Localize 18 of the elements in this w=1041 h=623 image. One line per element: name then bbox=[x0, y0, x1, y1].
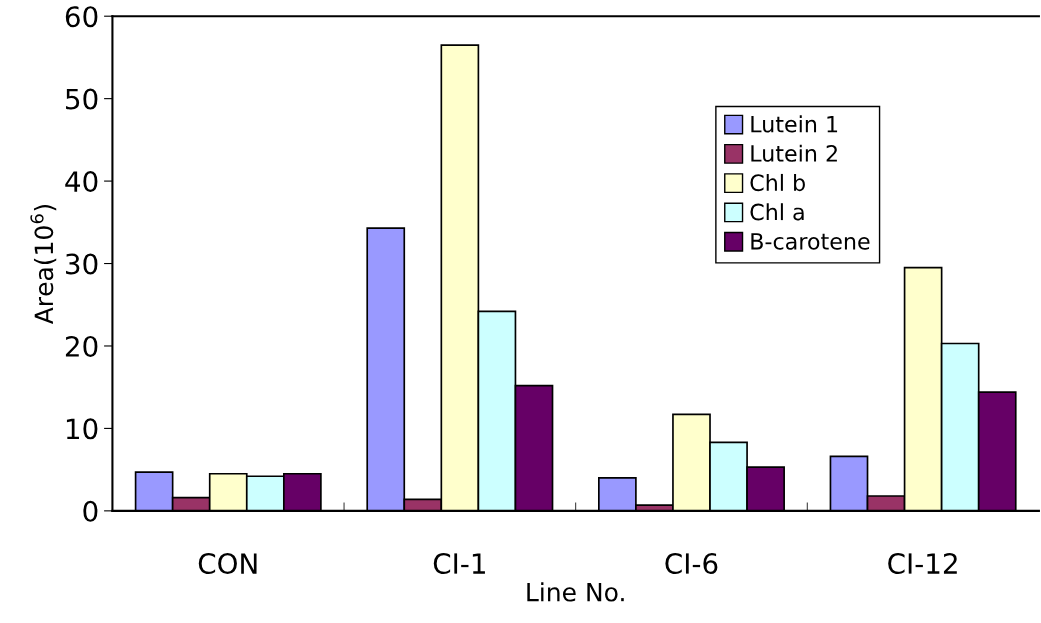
y-tick-label: 10 bbox=[66, 418, 98, 440]
legend-label: Lutein 1 bbox=[751, 115, 838, 133]
y-tick-label: 30 bbox=[66, 253, 98, 275]
x-tick-label: CI-12 bbox=[888, 553, 957, 575]
x-tick-label: CON bbox=[198, 553, 257, 575]
y-tick-label: 50 bbox=[66, 88, 98, 110]
y-tick-label: 40 bbox=[65, 171, 98, 193]
x-tick-label: CI-1 bbox=[433, 553, 485, 575]
y-tick-label: 60 bbox=[65, 6, 98, 28]
legend-label: B-carotene bbox=[751, 233, 870, 250]
x-tick-label: CI-6 bbox=[665, 553, 718, 575]
legend-label: Chl b bbox=[750, 173, 805, 192]
y-tick-label: 20 bbox=[65, 335, 98, 357]
legend-label: Chl a bbox=[750, 203, 804, 221]
x-axis-title: Line No. bbox=[527, 582, 624, 602]
y-tick-label: 0 bbox=[83, 500, 98, 522]
legend-label: Lutein 2 bbox=[751, 144, 837, 162]
y-axis-title: Area(10$^{6}$) bbox=[30, 204, 57, 325]
